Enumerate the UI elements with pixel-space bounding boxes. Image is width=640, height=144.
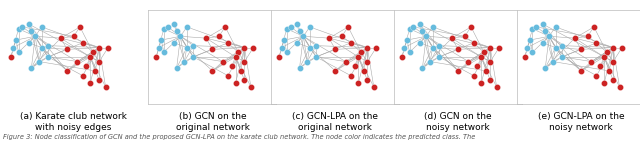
Text: (d) GCN on the
noisy network: (d) GCN on the noisy network [424, 112, 492, 132]
Text: (e) GCN-LPA on the
noisy network: (e) GCN-LPA on the noisy network [538, 112, 625, 132]
Text: (b) GCN on the
original network: (b) GCN on the original network [175, 112, 250, 132]
Text: Figure 3: Node classification of GCN and the proposed GCN-LPA on the karate club: Figure 3: Node classification of GCN and… [3, 134, 476, 140]
Text: (c) GCN-LPA on the
original network: (c) GCN-LPA on the original network [292, 112, 378, 132]
Text: (a) Karate club network
with noisy edges: (a) Karate club network with noisy edges [20, 112, 127, 132]
